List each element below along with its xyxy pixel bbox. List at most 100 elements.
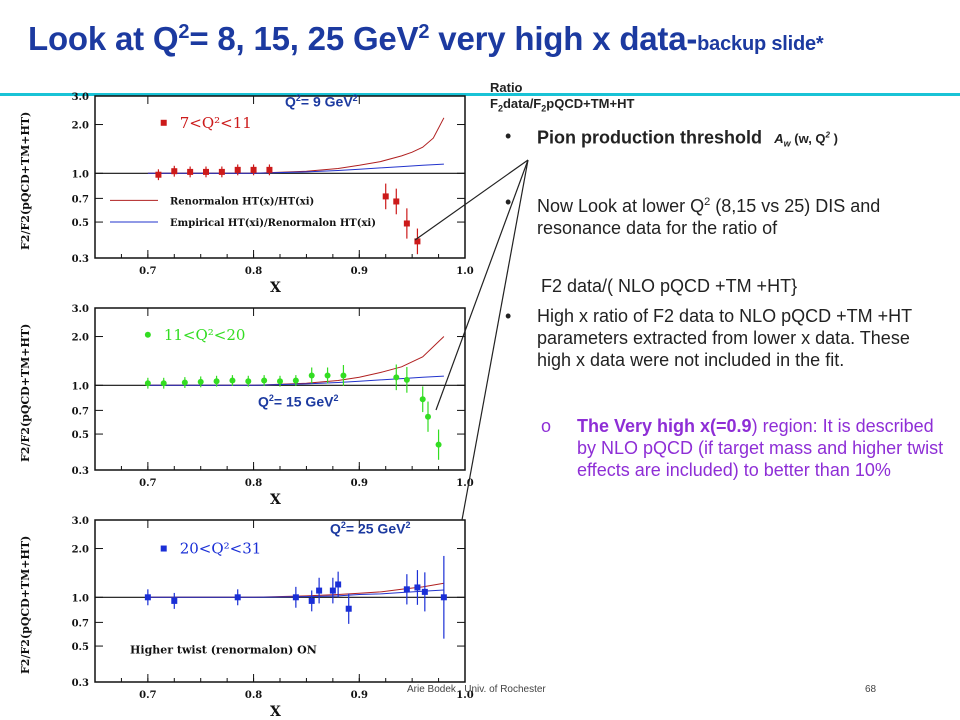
data-point bbox=[266, 166, 273, 173]
ratio-formula-line: F2 data/( NLO pQCD +TM +HT} bbox=[541, 276, 798, 296]
data-point bbox=[229, 377, 236, 384]
panel-q2-range-label: 20<Q²<31 bbox=[180, 540, 262, 558]
legend-marker bbox=[160, 545, 167, 552]
data-point bbox=[382, 193, 389, 200]
data-point bbox=[245, 378, 252, 385]
data-point bbox=[308, 372, 315, 379]
x-tick-label: 1.0 bbox=[456, 478, 473, 489]
slide-title: Look at Q2= 8, 15, 25 GeV2 very high x d… bbox=[28, 20, 824, 58]
title-sup: 2 bbox=[178, 21, 190, 43]
bullet3-text: High x ratio of F2 data to NLO pQCD +TM … bbox=[537, 306, 912, 370]
data-point bbox=[324, 372, 331, 379]
data-point bbox=[277, 378, 283, 385]
data-point bbox=[335, 581, 342, 588]
y-axis-label: F2/F2(pQCD+TM+HT) bbox=[19, 536, 32, 674]
footer-author: Arie Bodek , Univ. of Rochester bbox=[407, 684, 546, 695]
x-tick-label: 0.8 bbox=[245, 690, 262, 701]
y-tick-label: 0.5 bbox=[72, 430, 89, 441]
data-point bbox=[144, 380, 151, 387]
bullet1-text: Pion production threshold bbox=[537, 127, 762, 148]
panel-q2-range-label: 11<Q²<20 bbox=[164, 326, 246, 344]
data-point bbox=[261, 377, 268, 384]
bullet-marker: • bbox=[505, 306, 512, 326]
title-text: Look at Q bbox=[28, 20, 179, 57]
x-tick-label: 0.7 bbox=[139, 690, 156, 701]
y-tick-label: 2.0 bbox=[72, 545, 89, 556]
y-tick-label: 0.3 bbox=[72, 254, 89, 265]
data-point bbox=[308, 597, 315, 604]
x-tick-label: 0.9 bbox=[351, 266, 368, 277]
sub-bullet-text: The Very high x(=0.9) region: It is desc… bbox=[577, 416, 944, 480]
panel-q2-range-label: 7<Q²<11 bbox=[180, 114, 252, 132]
data-point bbox=[234, 594, 241, 601]
data-point bbox=[171, 597, 178, 604]
data-point bbox=[393, 198, 400, 205]
data-point bbox=[213, 378, 220, 385]
legend-marker bbox=[160, 119, 167, 126]
title-text: very high x data- bbox=[429, 20, 698, 57]
data-point bbox=[171, 168, 178, 175]
y-axis-label: F2/F2(pQCD+TM+HT) bbox=[19, 324, 32, 462]
data-point bbox=[419, 396, 426, 403]
data-point bbox=[414, 584, 421, 591]
empirical-curve bbox=[147, 375, 444, 386]
ratio-label-line2: F2data/F2pQCD+TM+HT bbox=[490, 96, 635, 114]
x-tick-label: 0.9 bbox=[351, 690, 368, 701]
title-sup: 2 bbox=[418, 21, 430, 43]
x-axis-label: X bbox=[270, 492, 281, 508]
data-point bbox=[181, 379, 188, 386]
data-point bbox=[203, 168, 209, 175]
title-text: = 8, 15, 25 GeV bbox=[189, 20, 419, 57]
x-axis-label: X bbox=[270, 704, 281, 720]
empirical-curve bbox=[147, 163, 444, 174]
y-tick-label: 0.5 bbox=[72, 218, 89, 229]
data-point bbox=[144, 594, 151, 601]
x-tick-label: 0.9 bbox=[351, 478, 368, 489]
data-point bbox=[345, 605, 352, 612]
data-point bbox=[218, 168, 225, 175]
y-tick-label: 1.0 bbox=[72, 169, 89, 180]
data-point bbox=[187, 168, 194, 175]
y-tick-label: 2.0 bbox=[72, 121, 89, 132]
footer-page-number: 68 bbox=[865, 684, 877, 695]
data-point bbox=[435, 441, 442, 448]
x-tick-label: 0.8 bbox=[245, 266, 262, 277]
plot-panel-q2-15: 0.3 0.5 0.7 1.0 2.0 3.0 0.7 0.8 0.9 1.0 X F2/F2(pQC… bbox=[19, 304, 474, 508]
plot-panel-q2-9: 0.3 0.5 0.7 1.0 2.0 3.0 0.7 0.8 0.9 1.0 X F2/F2(pQC… bbox=[19, 92, 474, 296]
y-tick-label: 0.7 bbox=[72, 618, 89, 629]
y-tick-label: 0.7 bbox=[72, 194, 89, 205]
bullet-marker: • bbox=[505, 192, 512, 212]
legend-marker bbox=[144, 331, 151, 338]
y-tick-label: 0.3 bbox=[72, 466, 89, 477]
data-point bbox=[155, 171, 162, 178]
plot-panel-q2-25: 0.3 0.5 0.7 1.0 2.0 3.0 0.7 0.8 0.9 1.0 X F2/F2(pQC… bbox=[19, 516, 474, 720]
bullet1-formula: Aw (w, Q2 ) bbox=[774, 131, 838, 149]
y-tick-label: 0.5 bbox=[72, 642, 89, 653]
data-point bbox=[316, 587, 323, 594]
legend-label: Empirical HT(xi)/Renormalon HT(xi) bbox=[170, 218, 376, 229]
data-point bbox=[440, 594, 447, 601]
data-point bbox=[292, 594, 299, 601]
sub-bullet-marker: o bbox=[541, 416, 552, 436]
data-point bbox=[403, 586, 410, 593]
data-point bbox=[234, 166, 241, 173]
x-tick-label: 1.0 bbox=[456, 266, 473, 277]
ratio-label: Ratio F2data/F2pQCD+TM+HT bbox=[490, 80, 634, 117]
y-tick-label: 3.0 bbox=[72, 516, 89, 527]
data-point bbox=[250, 166, 257, 173]
data-point bbox=[160, 380, 167, 387]
x-axis-label: X bbox=[270, 280, 281, 296]
y-axis-label: F2/F2(pQCD+TM+HT) bbox=[19, 112, 32, 250]
data-point bbox=[340, 372, 347, 379]
legend-label: Renormalon HT(x)/HT(xi) bbox=[170, 196, 314, 207]
y-tick-label: 2.0 bbox=[72, 333, 89, 344]
bullet2-text: Now Look at lower Q2 (8,15 vs 25) DIS an… bbox=[537, 196, 881, 238]
q2-label-9: Q2= 9 GeV2 bbox=[285, 93, 358, 110]
data-point bbox=[292, 377, 299, 384]
x-tick-label: 1.0 bbox=[456, 690, 473, 701]
y-tick-label: 1.0 bbox=[72, 381, 89, 392]
y-tick-label: 3.0 bbox=[72, 92, 89, 103]
data-point bbox=[197, 378, 204, 385]
title-rule bbox=[0, 93, 960, 96]
